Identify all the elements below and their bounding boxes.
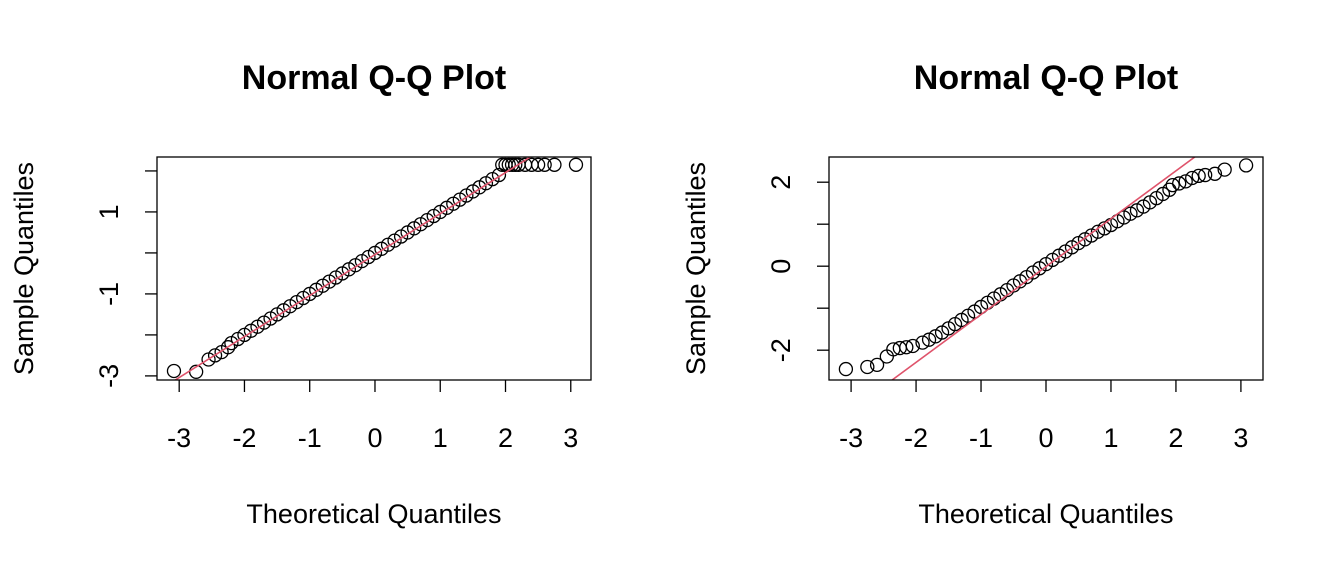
point (1172, 176, 1187, 191)
qq-line (890, 157, 1197, 380)
x-tick-label: -3 (167, 423, 191, 453)
point (537, 157, 552, 172)
x-tick-label: 0 (1038, 423, 1053, 453)
plot-box (156, 156, 592, 381)
y-tick-label: 2 (766, 175, 796, 190)
point (1123, 206, 1138, 221)
point (220, 340, 236, 355)
y-tick-label: -3 (94, 364, 124, 388)
point (869, 357, 885, 373)
x-tick-label: 2 (498, 423, 513, 453)
chart-title: Normal Q-Q Plot (242, 59, 506, 97)
x-tick-label: -1 (969, 423, 993, 453)
point (860, 359, 875, 375)
point (915, 335, 930, 350)
x-tick-label: 2 (1168, 423, 1183, 453)
x-axis-label: Theoretical Quantiles (918, 499, 1173, 529)
x-tick-label: 0 (367, 423, 382, 453)
point (491, 167, 507, 183)
y-axis-label: Sample Quantiles (9, 162, 39, 375)
point (1090, 224, 1106, 239)
x-tick-label: -1 (298, 423, 322, 453)
x-tick-label: 1 (433, 423, 448, 453)
point (568, 157, 584, 172)
y-tick-label: 1 (94, 204, 124, 219)
y-tick-label: -1 (94, 282, 124, 306)
panel: Normal Q-Q Plot Theoretical Quantiles Samp… (681, 59, 1264, 529)
x-tick-label: 3 (563, 423, 578, 453)
point (1238, 158, 1254, 173)
plot-box (828, 156, 1264, 381)
y-tick-label: -2 (766, 338, 796, 362)
point (530, 157, 546, 172)
point (508, 157, 523, 172)
point (1165, 177, 1180, 193)
point (1217, 162, 1232, 177)
point (1178, 174, 1193, 189)
point (1198, 167, 1213, 183)
x-tick-label: -2 (232, 423, 256, 453)
panel: Normal Q-Q Plot Theoretical Quantiles Samp… (9, 59, 592, 529)
x-tick-label: -3 (839, 423, 863, 453)
point (838, 361, 854, 377)
point (905, 338, 920, 354)
qq-line (173, 157, 532, 380)
point (166, 363, 182, 379)
point (921, 332, 937, 347)
x-tick-label: 1 (1103, 423, 1118, 453)
chart-title: Normal Q-Q Plot (914, 59, 1178, 97)
point (899, 340, 914, 355)
point (547, 157, 562, 172)
point (1191, 168, 1206, 184)
y-tick-label: 0 (766, 259, 796, 274)
x-tick-label: 3 (1233, 423, 1248, 453)
x-tick-label: -2 (904, 423, 928, 453)
point (1207, 166, 1223, 181)
x-axis-label: Theoretical Quantiles (246, 499, 501, 529)
point (207, 348, 223, 363)
y-axis-label: Sample Quantiles (681, 162, 711, 375)
